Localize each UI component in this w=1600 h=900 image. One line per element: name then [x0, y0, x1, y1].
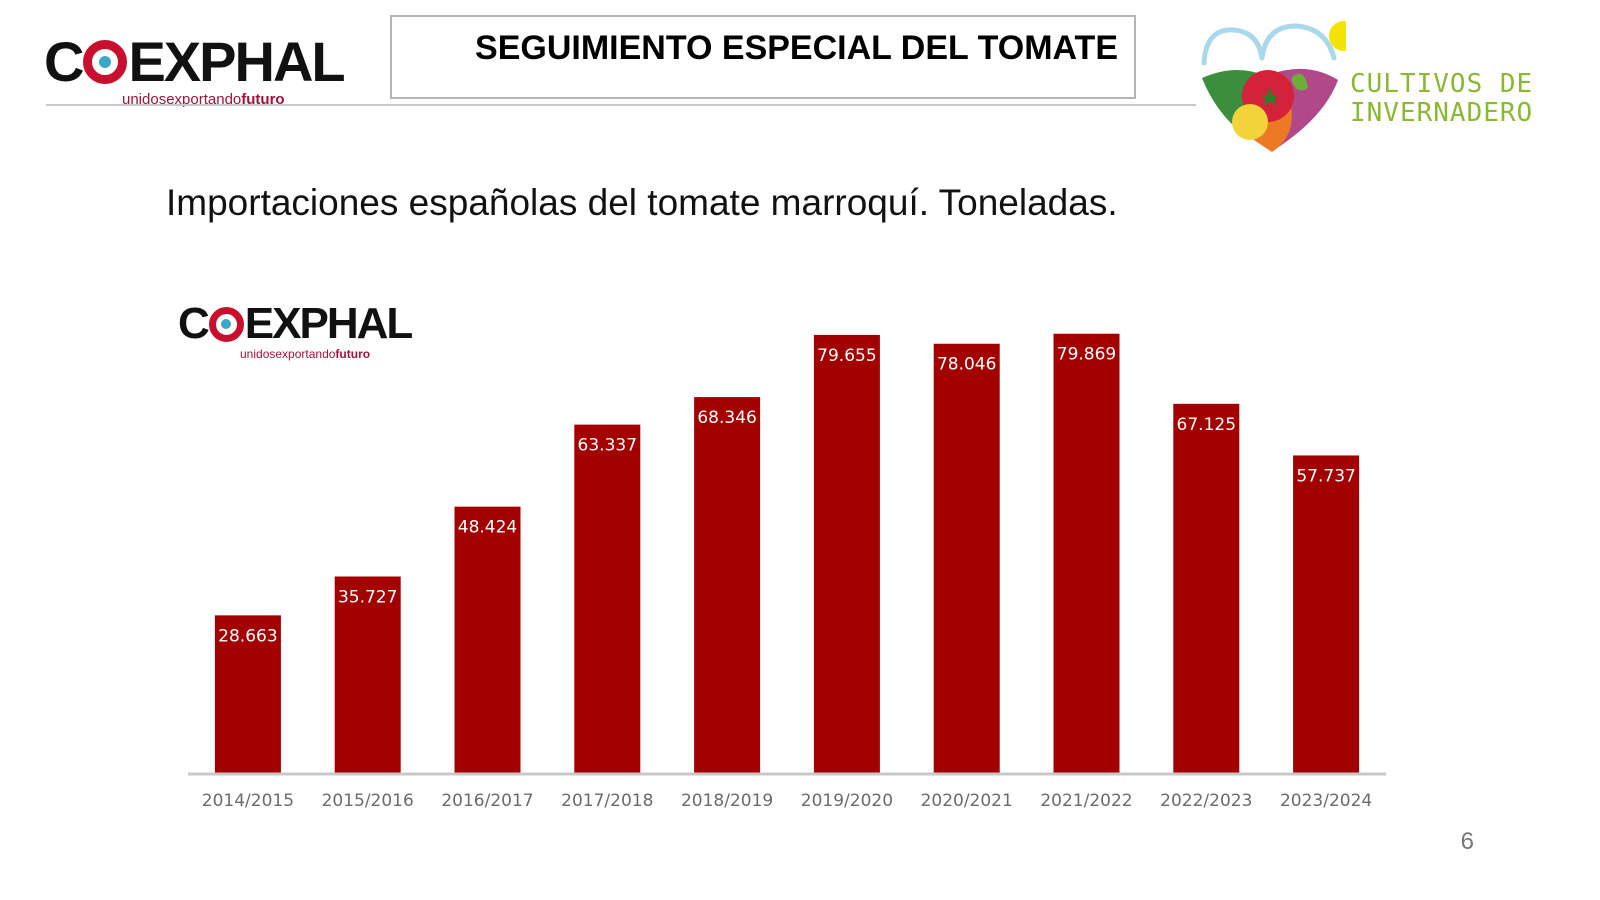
x-tick-label: 2019/2020	[801, 791, 893, 811]
bar-2014-2015	[214, 615, 281, 773]
bar-value-label: 67.125	[1177, 415, 1236, 435]
x-tick-label: 2022/2023	[1160, 791, 1252, 811]
x-tick-label: 2023/2024	[1280, 791, 1372, 811]
bar-value-label: 48.424	[458, 518, 517, 538]
labels-layer: 28.663 2014/2015 35.727 2015/2016 48.424 2016…	[202, 345, 1372, 811]
logo-letters: EXPHAL	[128, 30, 345, 93]
bar-value-label: 79.869	[1057, 345, 1116, 365]
bar-2023-2024	[1293, 455, 1360, 773]
bar-value-label: 57.737	[1296, 466, 1355, 486]
bar-2020-2021	[933, 343, 1000, 773]
coexphal-wordmark: C EXPHAL	[44, 30, 346, 93]
logo-target-icon	[83, 40, 128, 84]
x-tick-label: 2014/2015	[202, 791, 294, 811]
bar-2018-2019	[694, 397, 761, 773]
brand-line-2: INVERNADERO	[1350, 98, 1534, 128]
coexphal-logo-header: C EXPHAL unidosexportandofuturo	[44, 30, 346, 108]
x-tick-label: 2017/2018	[561, 791, 653, 811]
bar-value-label: 35.727	[338, 588, 397, 608]
logo-letter-c: C	[178, 299, 210, 348]
x-tick-label: 2020/2021	[921, 791, 1013, 811]
title-box: SEGUIMIENTO ESPECIAL DEL TOMATE	[390, 15, 1136, 99]
bar-2019-2020	[813, 334, 880, 773]
logo-letter-c: C	[44, 30, 84, 93]
x-tick-label: 2016/2017	[441, 791, 533, 811]
bar-value-label: 68.346	[697, 408, 756, 428]
header-divider	[46, 104, 1196, 106]
x-tick-label: 2015/2016	[322, 791, 414, 811]
coexphal-wordmark: C EXPHAL	[178, 299, 413, 348]
coexphal-tagline: unidosexportandofuturo	[122, 91, 285, 108]
logo-target-icon	[208, 306, 244, 342]
chart-title: Importaciones españolas del tomate marro…	[166, 182, 1118, 223]
bar-2017-2018	[574, 424, 641, 773]
page-title: SEGUIMIENTO ESPECIAL DEL TOMATE	[475, 29, 1118, 67]
x-tick-label: 2021/2022	[1040, 791, 1132, 811]
cultivos-de-invernadero-text: CULTIVOS DE INVERNADERO	[1350, 70, 1533, 128]
cultivos-heart-logo-icon	[1201, 21, 1346, 152]
bar-value-label: 78.046	[937, 355, 996, 375]
page-number: 6	[1460, 828, 1474, 855]
coexphal-tagline: unidosexportandofuturo	[240, 347, 371, 361]
bars-layer	[214, 333, 1360, 773]
bar-2015-2016	[334, 576, 401, 773]
bar-2021-2022	[1053, 333, 1120, 773]
x-tick-label: 2018/2019	[681, 791, 773, 811]
bar-value-label: 28.663	[218, 626, 277, 646]
bar-value-label: 79.655	[817, 346, 876, 366]
brand-line-1: CULTIVOS DE	[1350, 69, 1534, 99]
bar-2016-2017	[454, 506, 521, 773]
bar-value-label: 63.337	[578, 436, 637, 456]
bar-2022-2023	[1173, 403, 1240, 773]
logo-letters: EXPHAL	[244, 299, 413, 348]
coexphal-logo-chart: C EXPHAL unidosexportandofuturo	[178, 299, 413, 361]
